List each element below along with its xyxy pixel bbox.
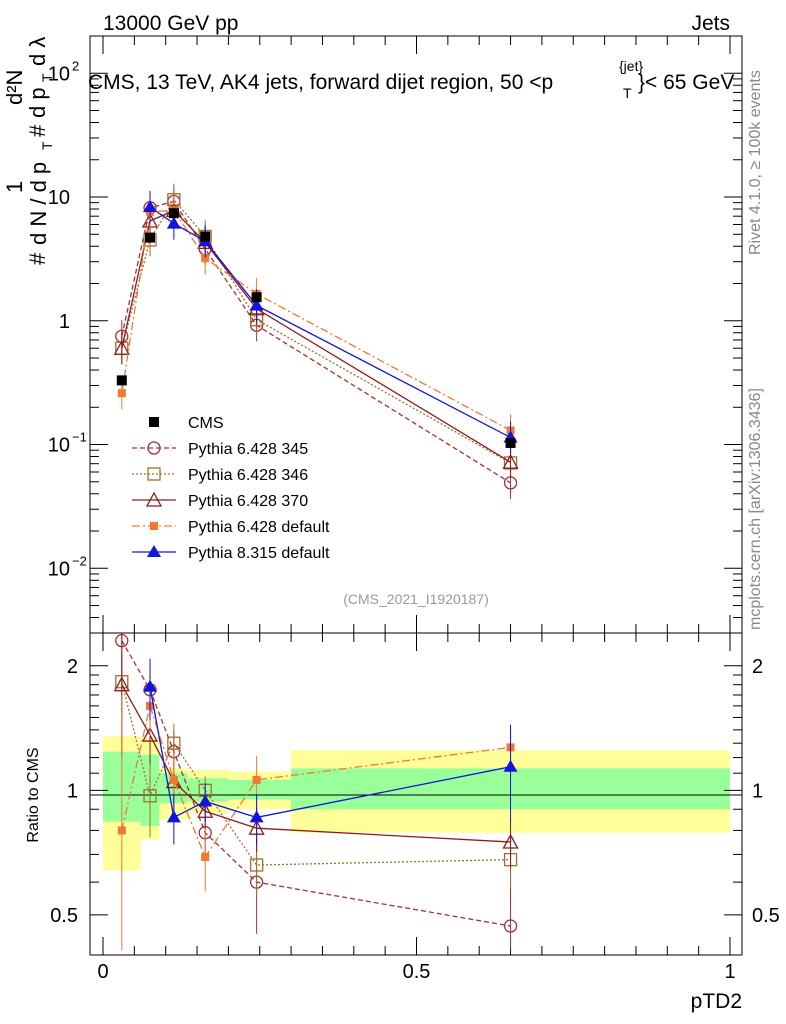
svg-text:#: # [25, 124, 50, 137]
svg-text:d N / d p: d N / d p [26, 162, 51, 245]
x-axis-ticks: 0 0.5 1 [97, 36, 736, 983]
cms-data-point [505, 437, 516, 448]
legend-marker [147, 545, 161, 557]
ratio-point [143, 789, 157, 803]
x-tick-label: 0.5 [403, 961, 431, 983]
y-tick-label: 10 [48, 187, 70, 209]
legend-label: Pythia 6.428 370 [188, 493, 308, 510]
cms-data-point [116, 375, 127, 386]
svg-text:T: T [39, 73, 55, 82]
main-series-line [121, 198, 511, 464]
svg-text:CMS, 13 TeV, AK4 jets, forward: CMS, 13 TeV, AK4 jets, forward dijet reg… [88, 71, 553, 94]
ratio-series-line [121, 640, 511, 927]
energy-label: 13000 GeV pp [103, 12, 238, 35]
main-series-group [113, 183, 519, 500]
rivet-label: Rivet 4.1.0, ≥ 100k events [747, 70, 764, 255]
ratio-point [249, 858, 264, 872]
y-tick-label: 10 [48, 435, 70, 457]
ratio-point [169, 775, 178, 784]
main-point [502, 453, 519, 469]
x-tick-label: 1 [724, 961, 735, 983]
cms-data-point [200, 231, 211, 242]
cms-data-point [251, 292, 262, 303]
legend-label: Pythia 8.315 default [188, 545, 330, 562]
ratio-ylabel: Ratio to CMS [25, 747, 42, 842]
ratio-point [503, 919, 518, 933]
legend-label: Pythia 6.428 346 [188, 467, 308, 484]
main-point [249, 298, 264, 311]
ratio-point [166, 810, 181, 823]
svg-text:d²N: d²N [2, 70, 27, 105]
ratio-band-inner [187, 778, 229, 802]
legend-marker [147, 467, 161, 481]
svg-text:d p: d p [25, 87, 50, 118]
ratio-point [143, 679, 158, 692]
svg-text:{jet}: {jet} [619, 58, 643, 74]
analysis-id-label: (CMS_2021_I1920187) [343, 591, 489, 607]
svg-text:#: # [25, 252, 50, 265]
main-point [113, 339, 130, 355]
svg-text:T: T [39, 141, 55, 150]
legend-label: CMS [188, 415, 224, 432]
cms-data-point [168, 208, 179, 219]
ratio-point [201, 853, 210, 862]
legend-marker [150, 522, 158, 530]
chart-title: CMS, 13 TeV, AK4 jets, forward dijet reg… [88, 58, 734, 101]
main-point [143, 200, 158, 213]
ratio-point [113, 676, 130, 692]
ratio-point [502, 833, 519, 849]
ratio-point [167, 736, 181, 750]
main-point [166, 216, 181, 229]
ratio-tick-label-right: 1 [752, 780, 763, 802]
legend: CMS Pythia 6.428 345 Pythia 6.428 346 Pythi… [132, 415, 330, 562]
ratio-tick-label: 2 [67, 656, 78, 678]
ratio-tick-label: 1 [67, 780, 78, 802]
y-tick-label: 10 [48, 63, 70, 85]
y-tick-exponent: 2 [72, 58, 79, 73]
legend-marker [149, 417, 159, 427]
svg-text:T: T [623, 85, 632, 101]
y-tick-exponent: −2 [72, 553, 87, 568]
x-axis-label: pTD2 [691, 990, 742, 1013]
y-tick-exponent: −1 [72, 430, 87, 445]
ratio-axis-ticks: 2 2 1 1 0.5 0.5 [50, 656, 780, 927]
ratio-point [249, 810, 264, 823]
ratio-series-line [121, 703, 511, 859]
svg-text:1: 1 [2, 181, 27, 193]
main-ylabel: # d N / d p T 1 # d p T d λ d²N [2, 37, 55, 265]
y-tick-label: 1 [59, 311, 70, 333]
ratio-tick-label: 0.5 [50, 905, 78, 927]
ratio-point [141, 726, 159, 742]
ratio-series-line [121, 681, 511, 866]
main-plot-frame [89, 35, 743, 634]
ratio-point [503, 759, 518, 772]
process-label: Jets [691, 12, 730, 35]
svg-text:}< 65 GeV: }< 65 GeV [638, 71, 734, 94]
ratio-series-line [121, 684, 511, 843]
ratio-point [252, 775, 261, 784]
legend-marker [147, 441, 161, 455]
ratio-point [198, 794, 213, 807]
svg-text:d λ: d λ [25, 37, 50, 66]
cms-data-point [145, 232, 156, 243]
legend-label: Pythia 6.428 345 [188, 441, 308, 458]
x-tick-label: 0 [97, 961, 108, 983]
ratio-tick-label-right: 0.5 [752, 905, 780, 927]
ratio-series-group [113, 633, 519, 951]
legend-label: Pythia 6.428 default [188, 519, 330, 536]
ratio-tick-label-right: 2 [752, 656, 763, 678]
y-tick-label: 10 [48, 558, 70, 580]
main-point [117, 389, 126, 398]
ratio-point [117, 826, 126, 835]
main-series-line [121, 209, 511, 432]
legend-marker [145, 491, 163, 507]
mcplots-label: mcplots.cern.ch [arXiv:1306.3436] [747, 388, 764, 630]
main-point [201, 254, 210, 263]
main-series-line [121, 200, 511, 484]
